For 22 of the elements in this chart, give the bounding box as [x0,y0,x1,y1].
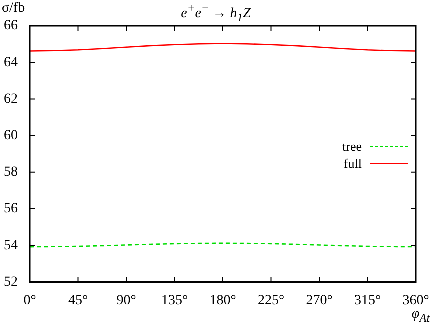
x-tick-label: 45° [68,293,88,308]
y-tick-label: 58 [4,165,18,180]
x-tick-label: 315° [354,293,382,308]
y-axis-title: σ/fb [2,1,26,17]
y-tick-label: 60 [4,128,18,144]
x-tick-label: 360° [402,293,430,308]
y-tick-label: 64 [4,55,18,70]
x-tick-label: 0° [24,293,36,308]
y-tick-label: 54 [4,238,18,254]
chart-title: e$^{+}$e$^{−}$ → h$_{1}$Z [181,2,251,24]
x-tick-label: 180° [210,293,236,308]
y-tick-label: 52 [4,274,18,290]
x-tick-label: 90° [116,293,136,308]
x-tick-label: 135° [161,293,188,308]
y-tick-label: 56 [4,202,18,217]
legend-label: tree [342,138,362,154]
x-tick-label: 270° [306,293,333,308]
y-tick-label: 62 [4,92,18,107]
legend-label: full [344,156,362,172]
y-tick-label: 66 [4,18,18,34]
x-tick-label: 225° [258,293,285,308]
x-axis-title: φ$_{At}$ [412,306,430,327]
